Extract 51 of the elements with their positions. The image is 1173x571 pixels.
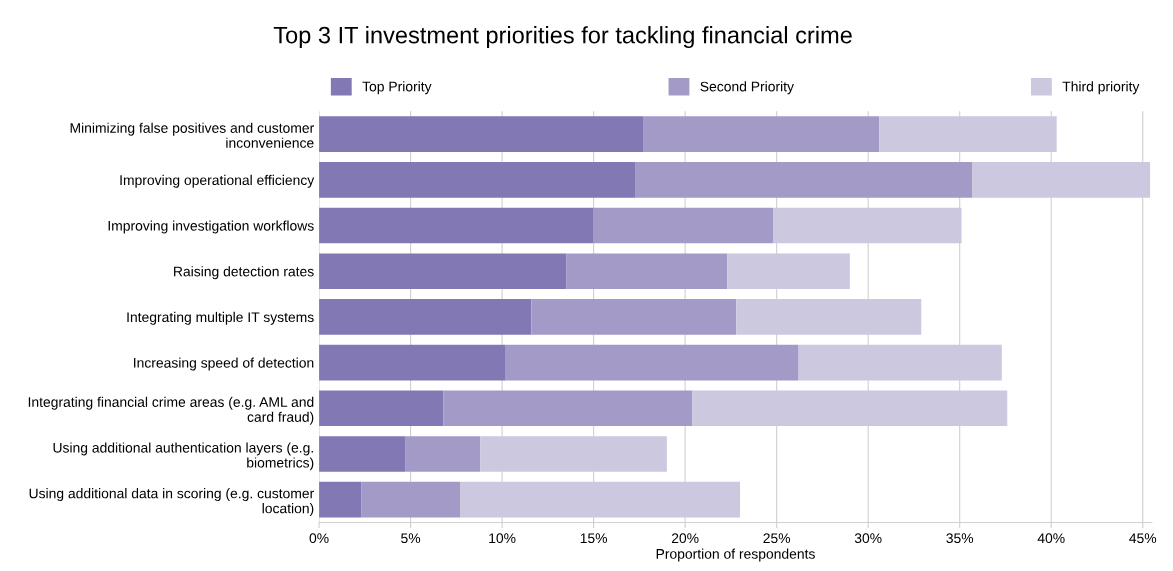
bar bbox=[635, 162, 973, 198]
x-tick-label: 30% bbox=[854, 533, 882, 544]
bar bbox=[319, 207, 594, 244]
bar bbox=[319, 390, 444, 427]
bar bbox=[972, 162, 1151, 198]
legend-label: Third priority bbox=[1062, 81, 1140, 95]
bar bbox=[593, 207, 773, 244]
bar bbox=[319, 299, 532, 335]
bar bbox=[531, 299, 737, 335]
x-tick-label: 5% bbox=[401, 533, 421, 544]
y-tick-label: Improving investigation workflows bbox=[108, 220, 314, 234]
bar bbox=[772, 207, 962, 244]
y-tick-label: Integrating financial crime areas (e.g. AML and card fraud) bbox=[28, 396, 314, 425]
bar bbox=[443, 390, 693, 427]
y-tick-label: Improving operational efficiency bbox=[120, 174, 315, 188]
x-tick-label: 45% bbox=[1129, 533, 1157, 544]
bar bbox=[460, 481, 741, 518]
bar bbox=[319, 344, 506, 381]
y-tick-label: Using additional authentication layers (e.g. biometrics) bbox=[53, 442, 314, 471]
x-tick-label: 10% bbox=[489, 533, 516, 544]
bar bbox=[692, 390, 1008, 427]
bar bbox=[319, 253, 567, 290]
bar bbox=[319, 481, 362, 518]
x-axis-title: Proportion of respondents bbox=[656, 548, 815, 562]
y-tick-label: Using additional data in scoring (e.g. customer location) bbox=[29, 488, 314, 517]
x-tick-label: 25% bbox=[763, 533, 791, 544]
bar bbox=[798, 344, 1002, 381]
x-tick-label: 0% bbox=[309, 533, 329, 544]
bar bbox=[319, 436, 406, 472]
y-tick-label: Integrating multiple IT systems bbox=[127, 311, 314, 325]
y-tick-label: Raising detection rates bbox=[174, 266, 314, 280]
x-tick-label: 20% bbox=[671, 533, 699, 544]
bar bbox=[643, 116, 880, 152]
bar bbox=[505, 344, 799, 381]
bar bbox=[319, 116, 644, 152]
x-tick-label: 35% bbox=[946, 533, 974, 544]
bar bbox=[405, 436, 481, 472]
legend-label: Second Priority bbox=[700, 81, 794, 95]
bar bbox=[736, 299, 922, 335]
chart-title: Top 3 IT investment priorities for tackling financial crime bbox=[273, 26, 852, 49]
x-tick-label: 40% bbox=[1037, 533, 1065, 544]
bar bbox=[727, 253, 850, 290]
y-tick-label: Minimizing false positives and customer inconvenience bbox=[70, 122, 314, 148]
bar bbox=[480, 436, 667, 472]
x-tick-label: 15% bbox=[580, 533, 608, 544]
bar bbox=[361, 481, 460, 518]
bar bbox=[879, 116, 1057, 152]
bar bbox=[319, 162, 636, 198]
y-tick-label: Increasing speed of detection bbox=[134, 357, 314, 371]
legend-label: Top Priority bbox=[362, 81, 432, 95]
bar bbox=[566, 253, 728, 290]
